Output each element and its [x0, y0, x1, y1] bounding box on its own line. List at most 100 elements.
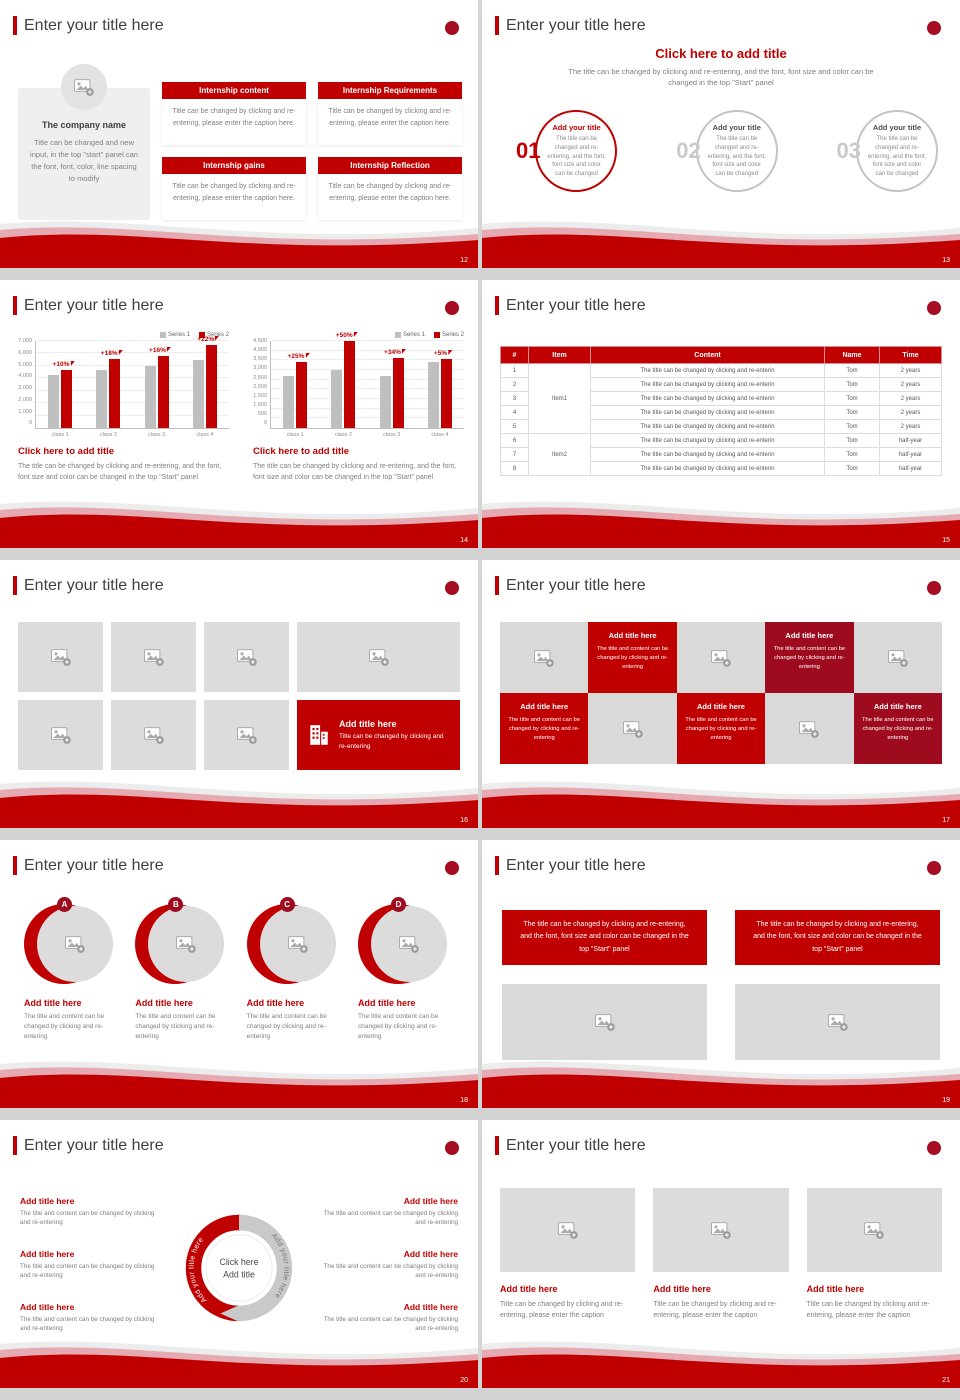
slide-13[interactable]: Enter your title here Click here to add … — [482, 0, 960, 268]
circle-graphic: C — [246, 897, 339, 988]
bar-series-2 — [440, 358, 452, 428]
category-label: class 2 — [334, 432, 352, 438]
bar-series-1 — [96, 369, 108, 428]
chart-legend: Series 1 Series 2 — [253, 332, 464, 338]
info-box-header: Internship gains — [162, 157, 306, 174]
slide-title: Enter your title here — [24, 576, 164, 594]
text-cell: Add title here The title and content can… — [500, 693, 589, 764]
slide-18[interactable]: Enter your title here A Add title here T… — [0, 840, 478, 1108]
left-items: Add title here The title and content can… — [20, 1196, 162, 1355]
bar-series-1 — [192, 359, 204, 428]
step-number: 02 — [676, 138, 701, 163]
image-placeholder-icon — [533, 648, 555, 668]
slide-title: Enter your title here — [24, 16, 164, 34]
slide-20[interactable]: Enter your title here Add title here The… — [0, 1120, 478, 1388]
cycle-item: Add title here The title and content can… — [20, 1196, 162, 1228]
slide-header: Enter your title here — [13, 856, 164, 875]
text-cell: Add title here The title and content can… — [588, 622, 677, 693]
slide-title: Enter your title here — [24, 1136, 164, 1154]
footer-wave — [0, 221, 478, 268]
item-body: The title and content can be changed by … — [20, 1315, 155, 1333]
image-placeholder-icon — [368, 647, 390, 667]
slide-title: Enter your title here — [506, 856, 646, 874]
cell-title: Add title here — [785, 631, 834, 640]
step-body: The title can be changed and re-entering… — [707, 136, 766, 178]
cell-body: The title and content can be changed by … — [508, 717, 580, 741]
table-cell: 2 years — [879, 377, 942, 392]
company-logo-placeholder — [61, 64, 107, 110]
caption-cards: Add title here Title can be changed by c… — [500, 1188, 942, 1321]
info-box-header: Internship content — [162, 82, 306, 99]
page-number: 16 — [460, 817, 468, 824]
corner-dot — [445, 861, 459, 875]
table-cell: 7 — [500, 447, 529, 462]
table-header: Time — [879, 346, 942, 364]
image-placeholder — [111, 700, 196, 770]
footer-wave — [482, 1341, 960, 1388]
bar-series-2 — [61, 369, 73, 428]
item-title: Add title here — [403, 1301, 458, 1312]
bar-series-2 — [344, 341, 356, 428]
image-placeholder-icon — [287, 934, 309, 954]
image-placeholder — [735, 984, 940, 1060]
numbered-steps: 01 Add your title The title can be chang… — [516, 110, 938, 192]
bar-series-2 — [205, 344, 217, 428]
slide-12[interactable]: Enter your title here The company name T… — [0, 0, 478, 268]
cell-title: Add title here — [520, 702, 569, 711]
table-cell: 5 — [500, 419, 529, 434]
image-placeholder — [204, 700, 289, 770]
category-label: class 1 — [286, 432, 304, 438]
letter-badge: C — [279, 897, 295, 912]
image-grid: Add title here Title can be changed by c… — [18, 622, 460, 770]
step-number: 03 — [836, 138, 861, 163]
slide-15[interactable]: Enter your title here # Item Content Name Ti… — [482, 280, 960, 548]
slide-header: Enter your title here — [13, 16, 164, 35]
item-body: The title and content can be changed by … — [323, 1315, 458, 1333]
item-group-cell: Item2 — [528, 433, 591, 476]
image-placeholder — [676, 622, 766, 693]
table-cell: The title can be changed by clicking and… — [590, 447, 825, 462]
item-body: The title and content can be changed by … — [20, 1262, 155, 1280]
table-cell: half-year — [879, 461, 942, 476]
slide-17[interactable]: Enter your title here Add title here The… — [482, 560, 960, 828]
info-box-internship-gains: Internship gains Title can be changed by… — [162, 157, 306, 220]
slide-21[interactable]: Enter your title here Add title here Tit… — [482, 1120, 960, 1388]
table-cell: The title can be changed by clicking and… — [590, 391, 825, 406]
image-placeholder-icon — [175, 934, 197, 954]
step-title: Add your title — [552, 123, 601, 133]
image-placeholder-icon — [710, 648, 732, 668]
item-a: A Add title here The title and content c… — [24, 897, 120, 1041]
item-body: The title and content can be changed by … — [24, 1013, 105, 1040]
info-box-body: Title can be changed by clicking and re-… — [318, 99, 462, 145]
item-title: Add title here — [20, 1248, 75, 1259]
cell-body: The title and content can be changed by … — [685, 717, 757, 741]
chart-panel-right: Series 1 Series 2 4,500 4,000 3,500 3,000 2,50… — [253, 332, 464, 484]
slide-16[interactable]: Enter your title here Add title here Tit… — [0, 560, 478, 828]
text-banner: The title can be changed by clicking and… — [502, 910, 707, 965]
page-number: 20 — [460, 1377, 468, 1384]
info-box-internship-content: Internship content Title can be changed … — [162, 82, 306, 145]
card-body: Title can be changed by clicking and re-… — [653, 1301, 777, 1320]
slide-14[interactable]: Enter your title here Series 1 Series 2 7,… — [0, 280, 478, 548]
percent-label: +25% — [288, 353, 310, 360]
table-cell: 1 — [500, 363, 529, 378]
table-header: Name — [824, 346, 880, 364]
cell-body: The title and content can be changed by … — [773, 646, 846, 670]
slide-header: Enter your title here — [495, 576, 646, 595]
slide-19[interactable]: Enter your title here The title can be c… — [482, 840, 960, 1108]
image-placeholder-icon — [236, 647, 258, 667]
title-accent-bar — [495, 1136, 499, 1155]
item-title: Add title here — [403, 1196, 458, 1206]
image-placeholder-wide — [297, 622, 460, 692]
item-title: Add title here — [20, 1196, 75, 1206]
flag-icon — [448, 349, 453, 355]
slide-header: Enter your title here — [13, 576, 164, 595]
bar-group: +10% class 1 — [44, 341, 76, 438]
circle-graphic: D — [357, 897, 450, 988]
table-cell: Tom — [824, 377, 880, 392]
table-cell: The title can be changed by clicking and… — [590, 461, 825, 476]
title-accent-bar — [13, 296, 17, 315]
category-label: class 3 — [383, 432, 401, 438]
table-cell: 4 — [500, 405, 529, 420]
